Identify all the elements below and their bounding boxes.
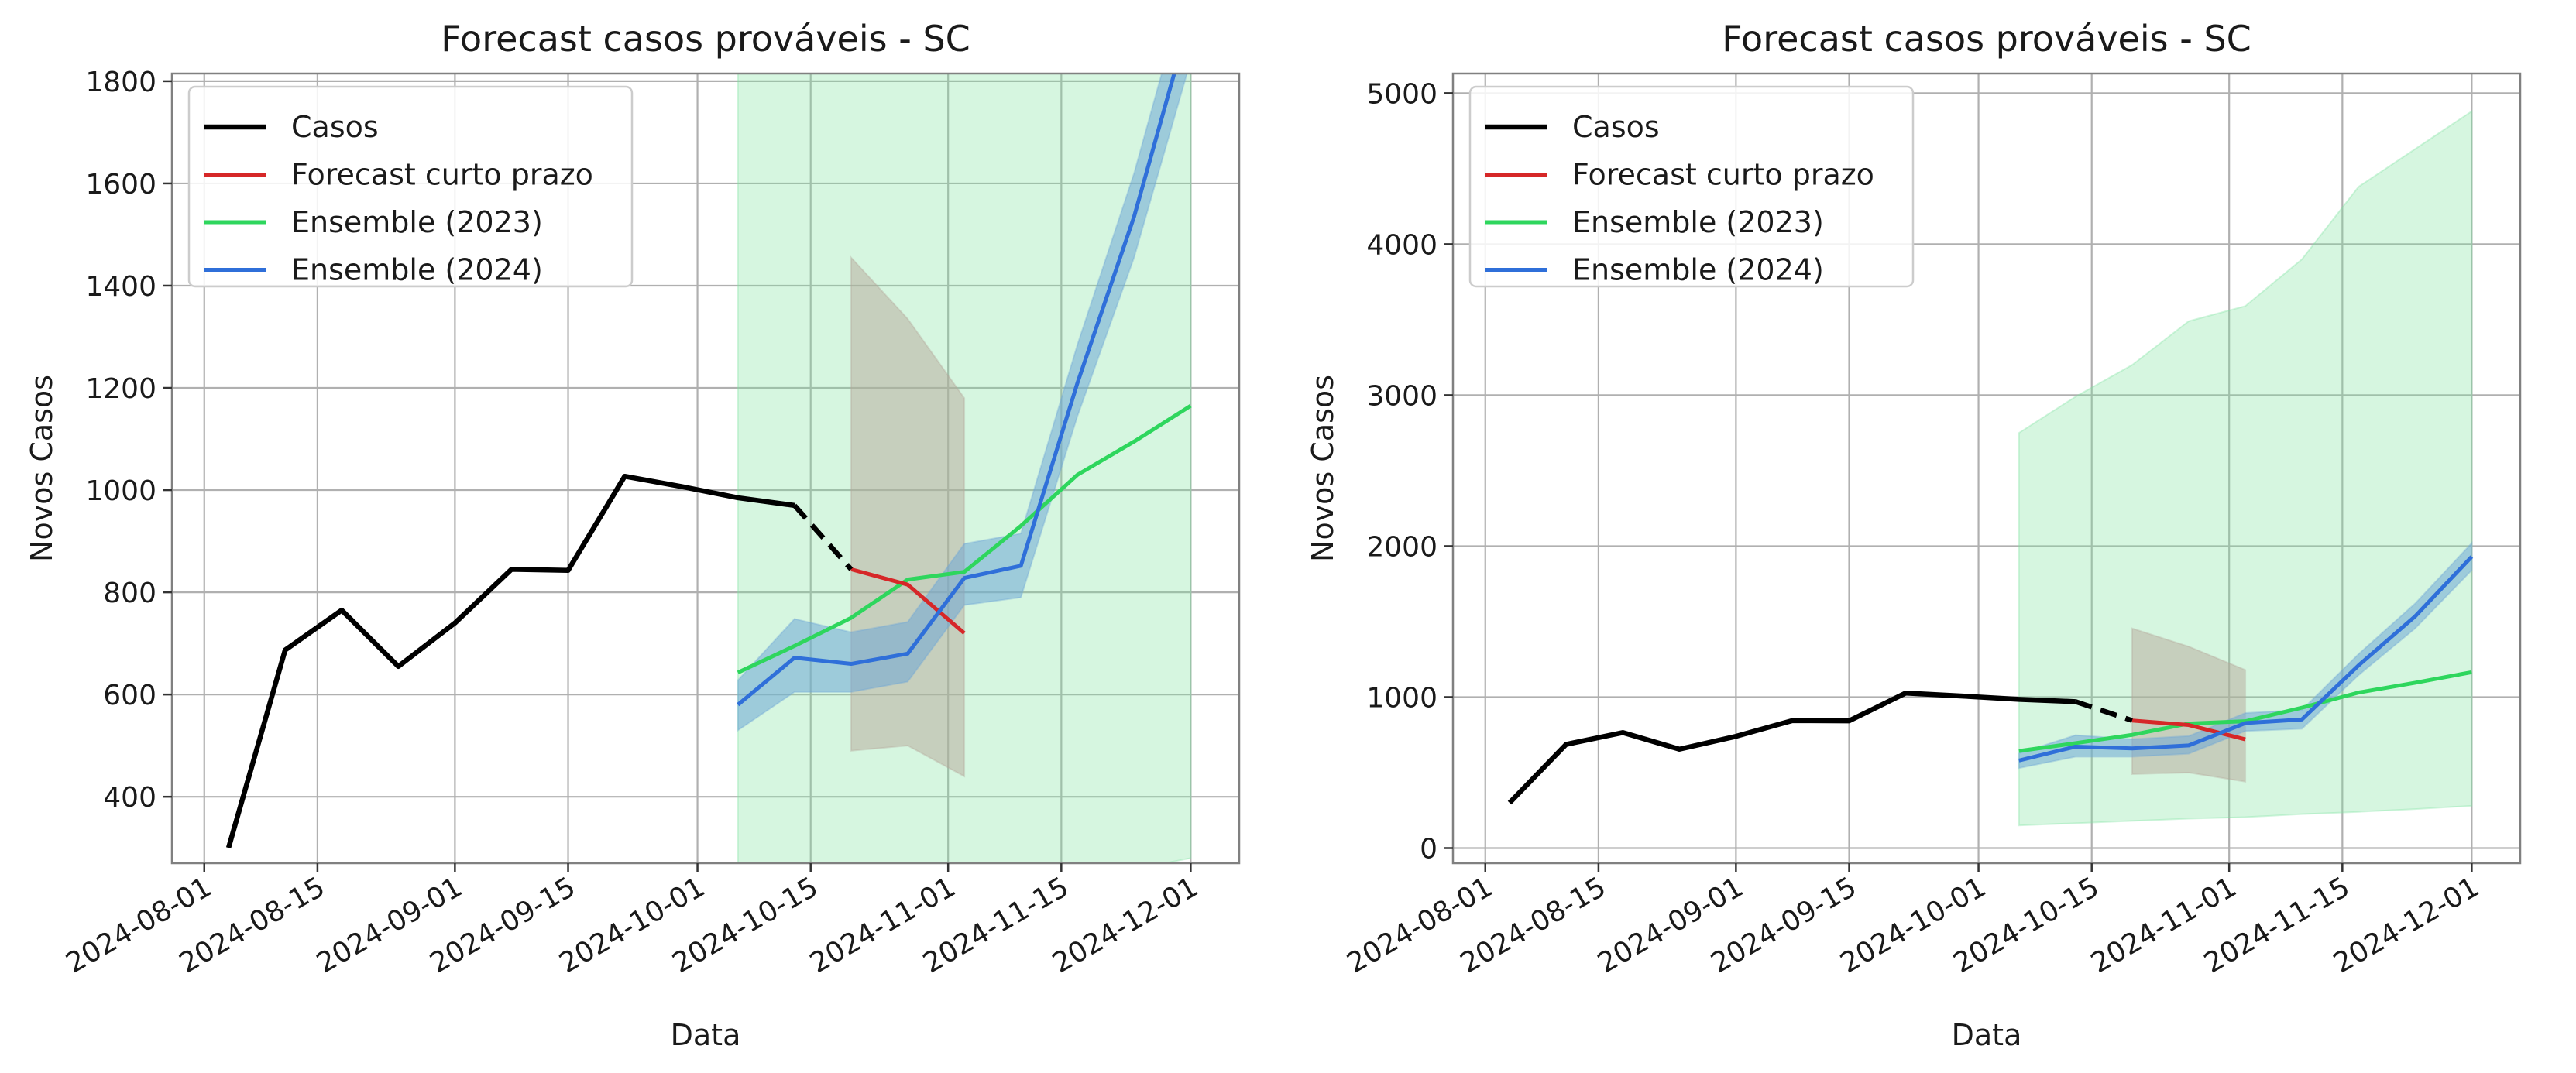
casos-dashed-link — [792, 503, 854, 571]
y-tick-label: 1800 — [85, 67, 156, 98]
y-tick-label: 1600 — [85, 169, 156, 201]
plot-area — [225, 74, 1192, 863]
x-axis-label: Data — [1952, 1018, 2022, 1052]
legend-label: Ensemble (2024) — [291, 253, 543, 287]
x-axis-label: Data — [671, 1018, 741, 1052]
y-tick-label: 800 — [103, 578, 156, 609]
legend-label: Forecast curto prazo — [291, 158, 593, 192]
y-tick-label: 400 — [103, 782, 156, 814]
y-tick-label: 2000 — [1366, 531, 1437, 563]
ensemble-2024-line — [2018, 555, 2474, 763]
legend-label: Ensemble (2023) — [291, 205, 543, 239]
legend-label: Ensemble (2024) — [1572, 253, 1824, 287]
chart-title: Forecast casos prováveis - SC — [1722, 18, 2251, 60]
y-tick-label: 1400 — [85, 271, 156, 303]
y-tick-label: 600 — [103, 680, 156, 711]
ensemble-2024-interval-band — [737, 74, 1188, 732]
chart-panel-left: 400600800100012001400160018002024-08-012… — [25, 18, 1241, 1052]
axes-frame — [1451, 72, 2522, 865]
ensemble-2023-line — [737, 404, 1192, 675]
legend-box — [1468, 85, 1915, 288]
plot-area — [1507, 109, 2474, 827]
legend-label: Forecast curto prazo — [1572, 158, 1874, 192]
x-tick-label: 2024-12-01 — [2328, 871, 2485, 979]
legend-label: Ensemble (2023) — [1572, 205, 1824, 239]
legend: Casos Forecast curto prazo Ensemble (2023)… — [1468, 85, 1915, 288]
legend-label: Casos — [1572, 110, 1660, 144]
y-tick-label: 5000 — [1366, 78, 1437, 110]
legend: Casos Forecast curto prazo Ensemble (2023)… — [187, 85, 634, 288]
forecast-curto-prazo-line — [2131, 718, 2246, 742]
y-axis-label: Novos Casos — [25, 375, 59, 562]
legend-label: Casos — [291, 110, 379, 144]
y-tick-label: 0 — [1420, 833, 1437, 865]
y-axis-label: Novos Casos — [1306, 375, 1340, 562]
y-tick-label: 1200 — [85, 373, 156, 405]
casos-line — [225, 473, 795, 849]
casos-dashed-link — [2074, 699, 2133, 723]
x-tick-label: 2024-12-01 — [1047, 871, 1204, 979]
ensemble-2024-line — [737, 74, 1176, 707]
forecast-curto-prazo-line — [850, 567, 966, 635]
legend-box — [187, 85, 634, 288]
chart-title: Forecast casos prováveis - SC — [441, 18, 970, 60]
chart-panel-right: 0100020003000400050002024-08-012024-08-1… — [1306, 18, 2522, 1052]
y-tick-label: 1000 — [85, 475, 156, 507]
y-tick-label: 1000 — [1366, 682, 1437, 714]
y-tick-label: 3000 — [1366, 380, 1437, 412]
y-tick-label: 4000 — [1366, 229, 1437, 261]
casos-line — [1507, 690, 2076, 805]
axes-frame — [170, 72, 1241, 865]
